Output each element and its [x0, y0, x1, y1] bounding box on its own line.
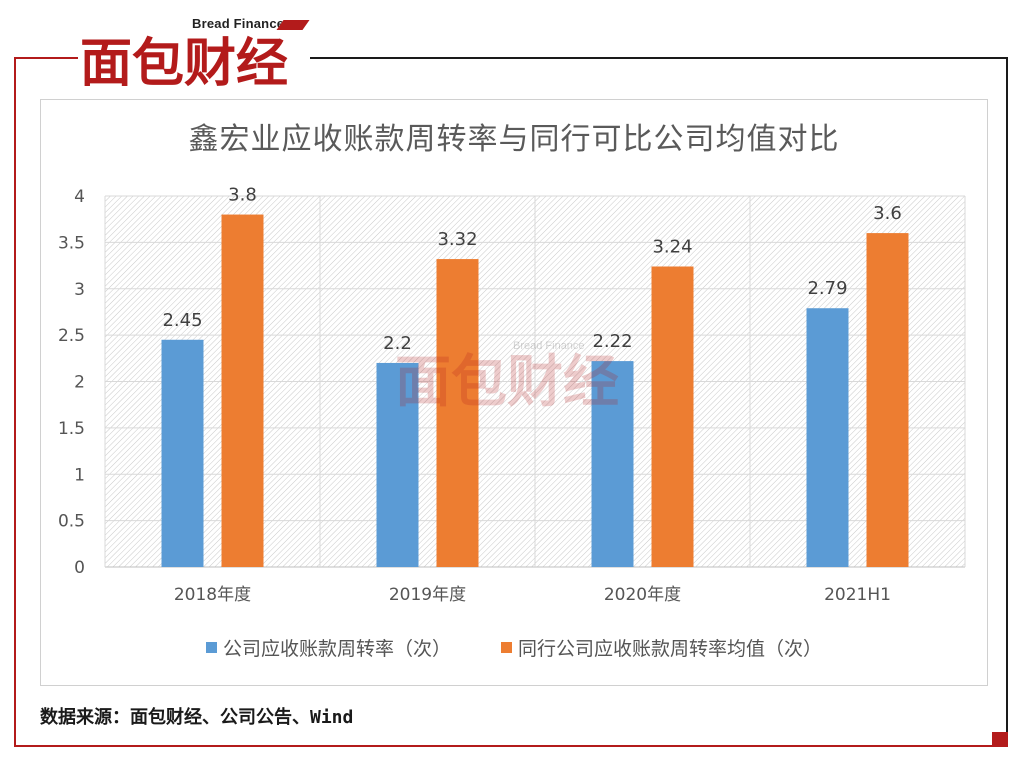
- bar-peer-average: [866, 233, 909, 567]
- legend-label-company: 公司应收账款周转率（次）: [222, 638, 451, 660]
- y-tick-label: 2.5: [58, 326, 85, 346]
- y-tick-label: 4: [74, 187, 85, 207]
- data-label: 3.6: [873, 203, 902, 224]
- data-label: 2.22: [592, 331, 632, 352]
- data-label: 2.2: [383, 333, 412, 354]
- data-label: 3.8: [228, 185, 257, 206]
- y-tick-label: 0: [74, 558, 85, 578]
- x-tick-label: 2021H1: [824, 585, 891, 605]
- legend-item-company: 公司应收账款周转率（次）: [205, 634, 451, 661]
- data-label: 2.45: [162, 310, 202, 331]
- y-tick-label: 3: [74, 280, 85, 300]
- frame-corner-mark: [992, 732, 1008, 747]
- y-tick-label: 1.5: [58, 419, 85, 439]
- frame-right-line: [1006, 57, 1008, 747]
- y-tick-label: 3.5: [58, 233, 85, 253]
- logo-slash-mark: [276, 20, 310, 30]
- bar-company: [806, 308, 849, 567]
- y-tick-label: 0.5: [58, 512, 85, 532]
- bar-company: [161, 339, 204, 567]
- x-tick-label: 2020年度: [604, 585, 681, 605]
- legend-swatch-peer-average: [501, 642, 513, 653]
- chart-title: 鑫宏业应收账款周转率与同行可比公司均值对比: [188, 122, 840, 157]
- y-tick-label: 2: [74, 373, 85, 393]
- legend-label-peer-average: 同行公司应收账款周转率均值（次）: [518, 638, 823, 660]
- data-label: 3.24: [652, 236, 692, 257]
- data-source-note: 数据来源：面包财经、公司公告、Wind: [40, 707, 354, 728]
- bar-peer-average: [651, 266, 694, 567]
- frame-top-line: [310, 57, 1008, 59]
- legend-item-peer-average: 同行公司应收账款周转率均值（次）: [501, 634, 822, 661]
- logo-subtitle: Bread Finance: [192, 16, 285, 31]
- y-tick-label: 1: [74, 465, 85, 485]
- x-tick-label: 2019年度: [389, 585, 466, 605]
- data-label: 3.32: [437, 229, 477, 250]
- logo-wordmark: 面包财经: [80, 34, 289, 94]
- bar-chart: 0 0.5 1 1.5 2 2.5 3 3.5 4 2.45 3.8 2.2 3.32 2.22 3.24…: [58, 185, 966, 605]
- x-tick-label: 2018年度: [174, 585, 251, 605]
- bar-company: [376, 362, 419, 567]
- bar-company: [591, 361, 634, 567]
- brand-logo: Bread Finance 面包财经: [80, 14, 310, 94]
- frame-bottom-line: [14, 745, 1008, 747]
- frame-top-left-line: [14, 57, 78, 59]
- chart-legend: 公司应收账款周转率（次） 同行公司应收账款周转率均值（次）: [40, 634, 988, 661]
- legend-swatch-company: [205, 642, 217, 653]
- frame-left-line: [14, 57, 16, 747]
- bar-peer-average: [221, 214, 264, 568]
- data-label: 2.79: [807, 278, 847, 299]
- bar-peer-average: [436, 259, 479, 567]
